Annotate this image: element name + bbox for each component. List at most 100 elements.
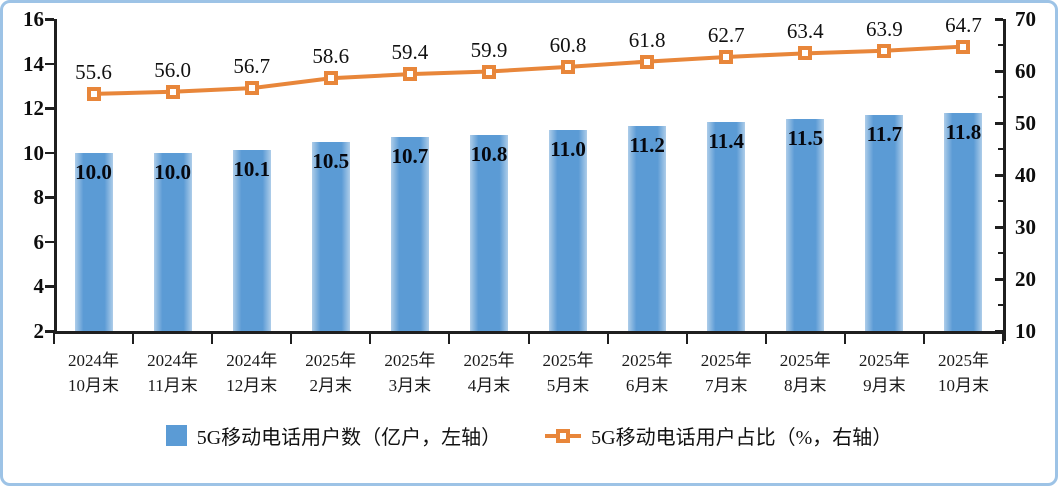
line-data-marker — [798, 46, 813, 61]
x-axis-category-label: 2025年 2月末 — [305, 351, 357, 395]
x-axis-tick — [211, 331, 214, 344]
line-data-marker — [956, 39, 971, 54]
bar — [469, 134, 508, 331]
y-axis-left-tick-label: 14 — [23, 51, 44, 76]
line-value-label: 60.8 — [549, 32, 587, 57]
y-axis-right — [1003, 19, 1006, 341]
line-value-label: 63.9 — [866, 16, 903, 41]
y-axis-right-tick-label: 60 — [1015, 59, 1036, 83]
y-axis-left-tick-label: 6 — [33, 229, 45, 254]
x-axis-tick — [132, 331, 135, 344]
legend-item-line-series: 5G移动电话用户占比（%，右轴） — [545, 421, 892, 450]
x-axis-category-label: 2025年 3月末 — [384, 351, 436, 395]
x-axis-tick — [527, 331, 530, 344]
y-axis-right-tick — [995, 278, 1003, 281]
y-axis-left — [54, 19, 57, 333]
y-axis-left-tick-label: 16 — [23, 7, 44, 31]
y-axis-left-tick — [45, 151, 54, 155]
bar — [786, 119, 825, 331]
line-value-label: 58.6 — [312, 44, 350, 69]
x-axis-category-label: 2025年 6月末 — [621, 351, 673, 395]
bar-value-label: 10.0 — [154, 159, 191, 184]
line-data-marker — [877, 43, 892, 58]
x-axis — [54, 331, 1005, 334]
y-axis-right-tick — [995, 70, 1003, 73]
bar — [311, 141, 350, 331]
y-axis-right-tick — [995, 226, 1003, 229]
y-axis-right-tick-label: 10 — [1015, 319, 1036, 343]
line-data-marker — [640, 54, 655, 69]
line-value-label: 63.4 — [786, 19, 824, 44]
y-axis-right-tick-label: 40 — [1015, 163, 1036, 187]
combo-chart: 2 4 6 8 10 12 14 16 10 20 30 40 50 60 70 10.0 10.0 10.1 10… — [3, 3, 1055, 483]
x-axis-category-label: 2024年 10月末 — [68, 351, 120, 395]
line-series-marker-icon — [545, 428, 582, 443]
y-axis-right-minor-tick — [998, 44, 1003, 46]
bar — [549, 130, 588, 331]
y-axis-right-tick — [995, 174, 1003, 177]
bar-value-label: 10.8 — [470, 141, 508, 166]
y-axis-left-tick-label: 2 — [33, 319, 45, 343]
y-axis-right-minor-tick — [998, 96, 1003, 98]
x-axis-category-label: 2025年 9月末 — [858, 351, 910, 395]
y-axis-left-tick — [45, 330, 54, 333]
y-axis-left-tick-label: 4 — [33, 274, 45, 299]
y-axis-left-tick — [45, 107, 54, 110]
y-axis-right-tick — [995, 18, 1003, 21]
y-axis-left-tick — [45, 196, 54, 199]
x-axis-tick — [448, 331, 451, 344]
legend: 5G移动电话用户数（亿户，左轴） 5G移动电话用户占比（%，右轴） — [3, 421, 1055, 450]
line-data-marker — [719, 49, 734, 64]
bar-value-label: 10.0 — [75, 159, 112, 184]
line-data-marker — [402, 67, 417, 82]
x-axis-tick — [922, 331, 925, 344]
bar — [628, 125, 667, 331]
bar — [74, 152, 113, 331]
x-axis-category-label: 2025年 7月末 — [700, 351, 752, 395]
x-axis-tick — [685, 331, 688, 344]
bar-series-swatch-icon — [165, 425, 187, 446]
line-data-marker — [244, 81, 259, 96]
legend-item-bar-series: 5G移动电话用户数（亿户，左轴） — [165, 421, 502, 450]
line-data-marker — [165, 84, 180, 99]
y-axis-right-tick — [995, 122, 1003, 125]
bar — [390, 137, 429, 331]
x-axis-tick — [843, 331, 846, 344]
y-axis-left-tick — [45, 62, 54, 66]
line-value-label: 59.4 — [391, 40, 429, 65]
y-axis-right-minor-tick — [998, 252, 1003, 254]
x-axis-category-label: 2024年 12月末 — [226, 351, 278, 395]
line-value-label: 56.7 — [233, 54, 271, 79]
y-axis-left-tick — [45, 240, 54, 244]
y-axis-left-tick-label: 10 — [23, 140, 44, 165]
x-axis-category-label: 2025年 8月末 — [779, 351, 831, 395]
bar-value-label: 11.8 — [945, 119, 982, 144]
bar-value-label: 10.7 — [391, 144, 429, 169]
bar-value-label: 11.4 — [708, 128, 744, 153]
line-data-marker — [86, 86, 101, 101]
bar-value-label: 11.0 — [550, 137, 586, 162]
y-axis-left-tick-label: 8 — [33, 185, 45, 210]
bar — [232, 150, 271, 331]
y-axis-right-minor-tick — [998, 200, 1003, 202]
line-series-legend-label: 5G移动电话用户占比（%，右轴） — [591, 427, 893, 449]
line-data-marker — [323, 71, 338, 86]
bar-series-legend-label: 5G移动电话用户数（亿户，左轴） — [196, 427, 502, 449]
y-axis-right-tick — [995, 330, 1003, 333]
y-axis-left-tick — [45, 18, 54, 21]
bar-value-label: 11.5 — [787, 126, 824, 151]
y-axis-right-minor-tick — [998, 304, 1003, 306]
bar-value-label: 11.7 — [866, 121, 903, 146]
y-axis-right-minor-tick — [998, 148, 1003, 150]
line-value-label: 64.7 — [945, 12, 982, 37]
line-value-label: 56.0 — [154, 57, 191, 82]
x-axis-tick — [1002, 331, 1004, 344]
x-axis-category-label: 2025年 5月末 — [542, 351, 594, 395]
bar — [944, 112, 983, 331]
x-axis-tick — [53, 331, 55, 344]
line-data-marker — [481, 64, 496, 79]
y-axis-right-tick-label: 70 — [1015, 7, 1036, 31]
y-axis-right-tick-label: 30 — [1015, 215, 1036, 239]
bar-value-label: 10.5 — [312, 148, 350, 173]
